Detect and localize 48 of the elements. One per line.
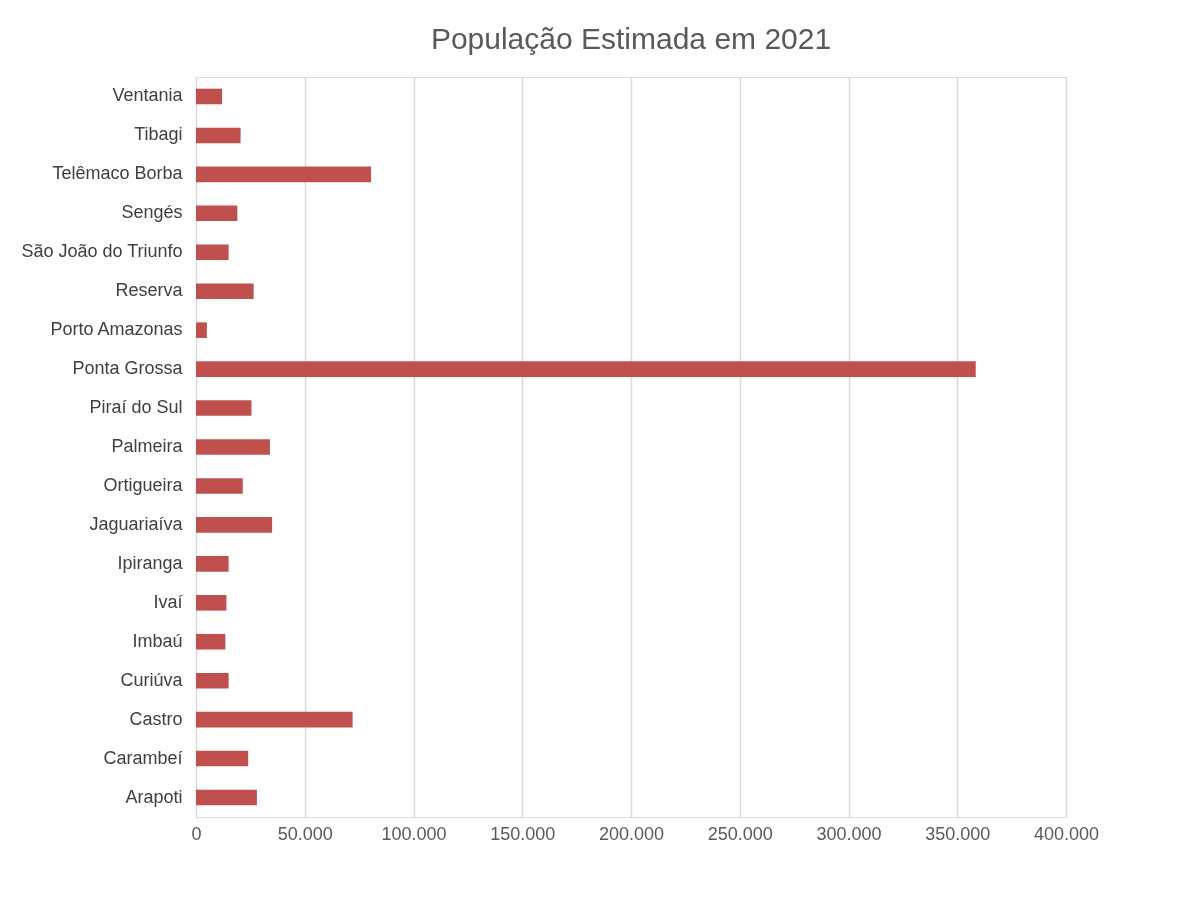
- y-tick-label: Telêmaco Borba: [52, 163, 184, 184]
- y-tick-label: Curiúva: [120, 669, 184, 690]
- y-tick-label: Tibagi: [134, 124, 183, 145]
- y-tick-label: Piraí do Sul: [89, 397, 183, 418]
- bar: [196, 478, 243, 494]
- x-tick-label: 250.000: [707, 823, 773, 844]
- x-tick-label: 200.000: [598, 823, 665, 844]
- bar: [196, 400, 252, 416]
- bar: [196, 322, 207, 338]
- bar: [196, 556, 229, 572]
- y-tick-label: Ventania: [112, 85, 184, 106]
- y-tick-label: Reserva: [115, 280, 184, 301]
- x-tick-label: 0: [191, 823, 202, 844]
- y-tick-label: Carambeí: [103, 747, 183, 768]
- y-tick-label: Porto Amazonas: [50, 319, 183, 340]
- x-tick-label: 150.000: [490, 823, 556, 844]
- chart-title: População Estimada em 2021: [430, 22, 832, 55]
- bar: [196, 88, 223, 105]
- bar: [196, 166, 372, 183]
- bar: [196, 789, 257, 806]
- y-tick-label: Ponta Grossa: [72, 358, 184, 379]
- bar: [196, 361, 976, 377]
- bar: [196, 283, 254, 299]
- bar: [196, 517, 273, 533]
- bar: [196, 711, 353, 728]
- y-tick-label: Ortigueira: [103, 474, 184, 495]
- bar: [196, 672, 229, 689]
- x-tick-label: 400.000: [1033, 823, 1100, 844]
- y-tick-label: Castro: [129, 708, 183, 729]
- y-tick-label: Imbaú: [132, 630, 183, 651]
- y-tick-label: Palmeira: [111, 436, 184, 456]
- bar: [196, 439, 270, 455]
- bar: [196, 244, 229, 261]
- bar: [196, 750, 249, 767]
- x-tick-label: 50.000: [277, 823, 333, 844]
- bar: [196, 595, 227, 611]
- bar: [196, 633, 226, 650]
- y-tick-label: Arapoti: [125, 786, 183, 807]
- x-tick-label: 300.000: [816, 823, 882, 844]
- bar: [196, 205, 238, 222]
- x-tick-label: 100.000: [381, 823, 447, 844]
- y-tick-label: Ipiranga: [117, 552, 184, 573]
- bar: [196, 127, 241, 144]
- y-tick-label: São João do Triunfo: [21, 241, 183, 262]
- y-tick-label: Ivaí: [153, 591, 183, 612]
- x-tick-label: 350.000: [925, 823, 991, 844]
- y-tick-label: Sengés: [121, 202, 183, 223]
- y-tick-label: Jaguariaíva: [89, 513, 184, 534]
